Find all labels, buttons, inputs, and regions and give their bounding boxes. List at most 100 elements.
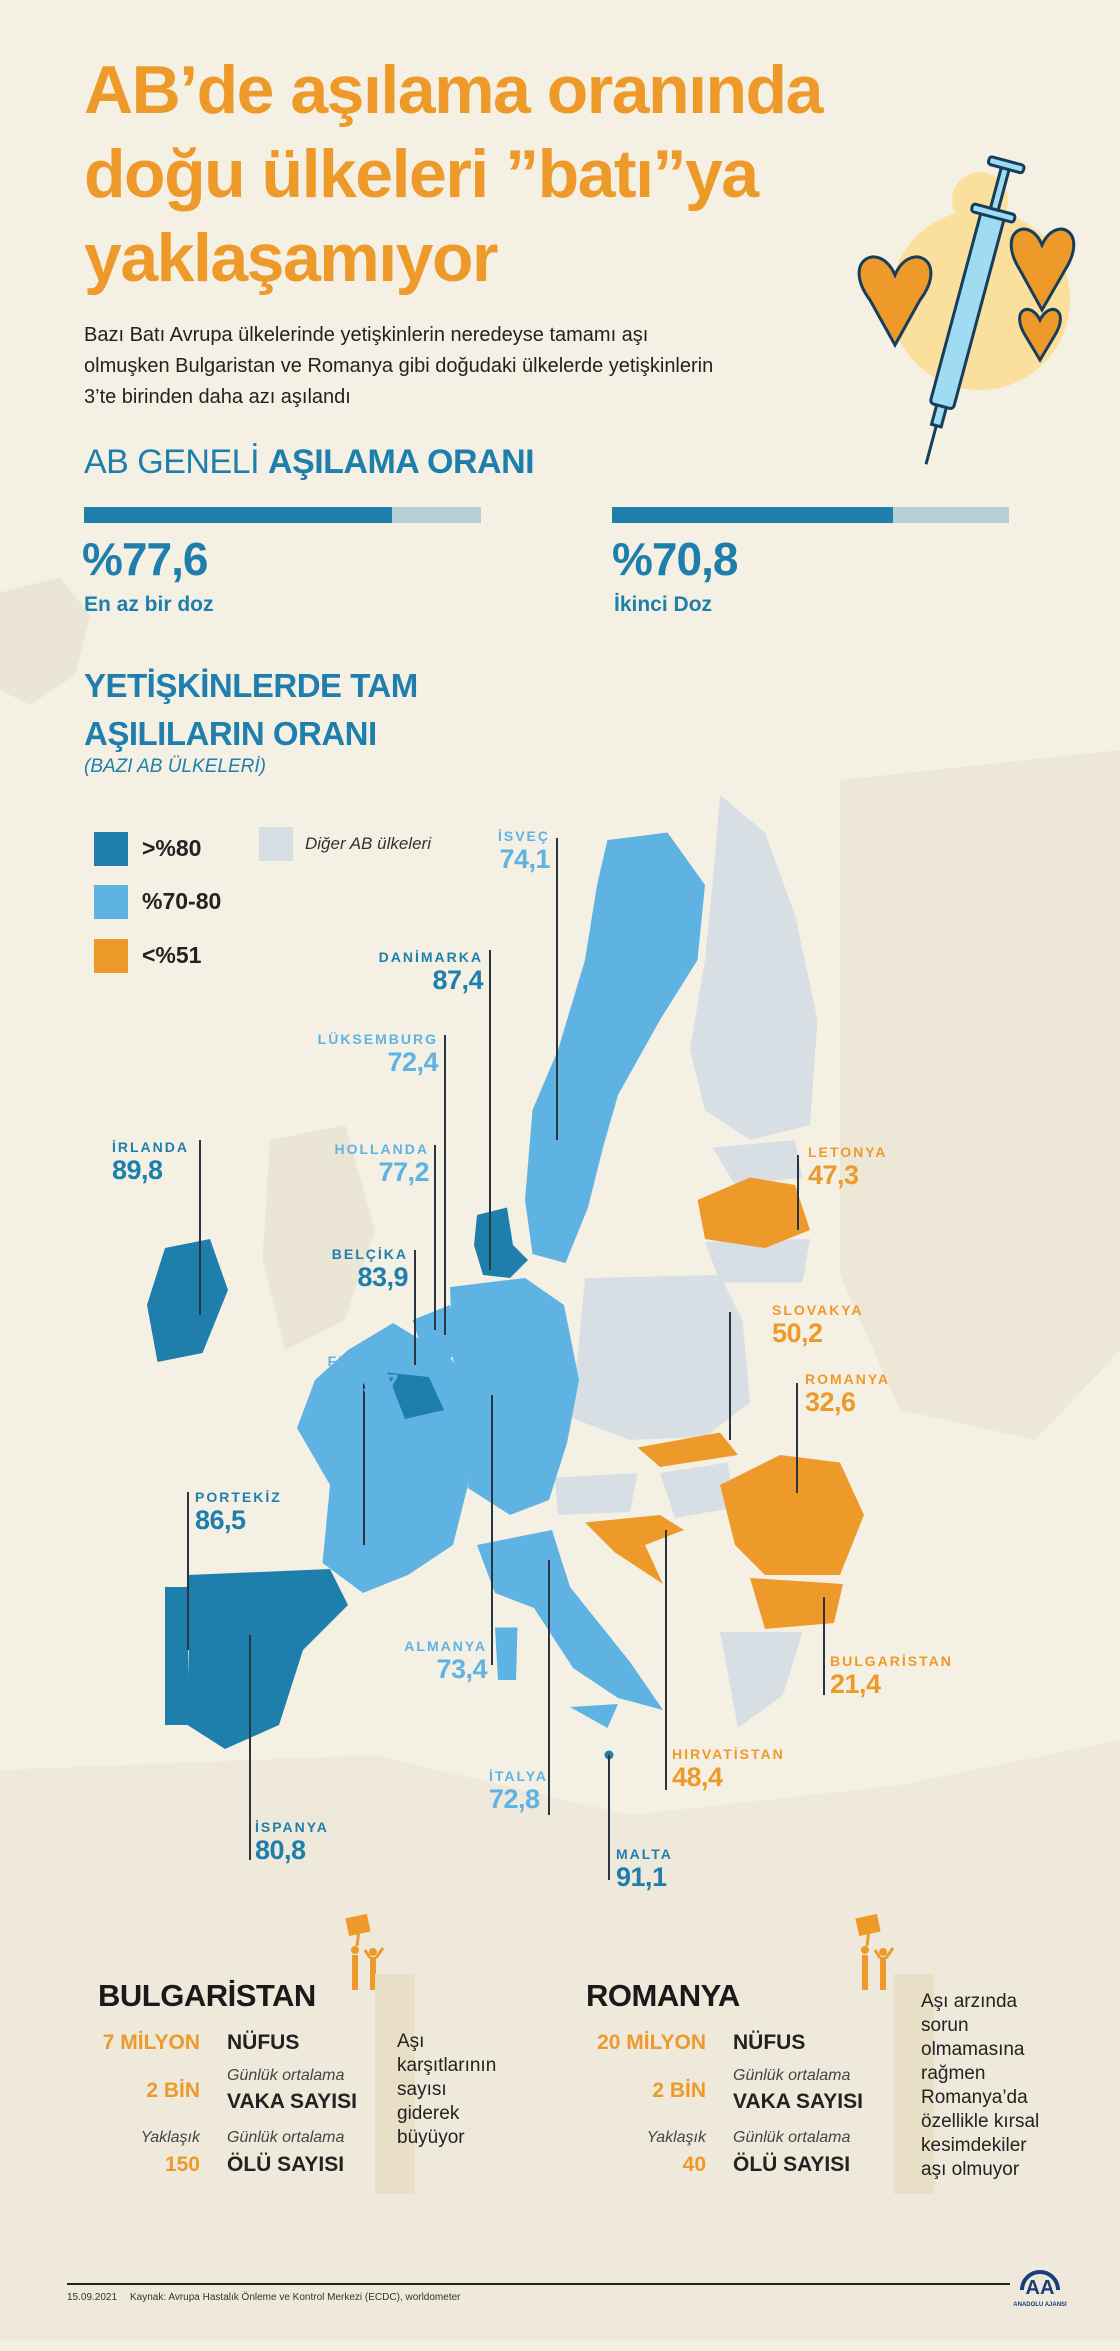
germany-shape (450, 1278, 579, 1515)
legend-label: Diğer AB ülkeleri (305, 834, 431, 853)
country-name: PORTEKİZ (195, 1489, 282, 1505)
cases-note: Günlük ortalama (733, 2067, 851, 2084)
country-value: 80,8 (255, 1835, 306, 1865)
eu-rate-heading: AB GENELİ AŞILAMA ORANI (84, 443, 535, 482)
country-value: 73,4 (436, 1654, 487, 1684)
croatia-shape (585, 1515, 684, 1584)
description-line: Bazı Batı Avrupa ülkelerinde yetişkinler… (84, 324, 649, 346)
heading-light: AB GENELİ (84, 443, 260, 481)
panel-title-romanya: ROMANYA (586, 1978, 740, 2013)
country-name: İSVEÇ (497, 828, 550, 844)
note-bar (375, 1974, 415, 2194)
population-value: 7 MİLYON (102, 2031, 200, 2054)
note-line: kesimdekiler (921, 2135, 1027, 2156)
country-name: BELÇİKA (331, 1246, 408, 1262)
protest-people-icon (345, 1913, 385, 1990)
country-name: DANİMARKA (378, 949, 483, 965)
spain-shape (187, 1569, 348, 1749)
map-title-line: YETİŞKİNLERDE TAM (84, 667, 418, 704)
country-value: 77,2 (378, 1157, 429, 1187)
romania-note: Aşı arzında sorun olmamasına rağmen Roma… (921, 1990, 1039, 2182)
title-line: yaklaşamıyor (84, 220, 498, 296)
country-name: SLOVAKYA (772, 1302, 864, 1318)
italy-shape (477, 1530, 663, 1710)
country-value: 72,8 (489, 1784, 540, 1814)
panel-title-bulgaristan: BULGARİSTAN (98, 1978, 316, 2013)
deaths-prefix: Yaklaşık (140, 2129, 200, 2146)
note-line: rağmen (921, 2063, 986, 2084)
country-name: FRANSA (327, 1353, 398, 1369)
country-value: 72,4 (387, 1047, 438, 1077)
sweden-shape (525, 832, 705, 1263)
anadolu-ajansi-logo: AA ANADOLU AJANSI (1013, 2270, 1067, 2308)
legend-label: >%80 (142, 835, 202, 861)
latvia-shape (697, 1177, 810, 1248)
deaths-note: Günlük ortalama (227, 2129, 345, 2146)
deaths-label: ÖLÜ SAYISI (733, 2153, 851, 2176)
note-line: olmamasına (921, 2039, 1025, 2060)
description-line: 3’te birinden daha azı aşılandı (84, 386, 351, 408)
country-name: MALTA (616, 1846, 673, 1862)
country-name: HOLLANDA (334, 1141, 429, 1157)
country-name: İSPANYA (255, 1819, 329, 1835)
note-line: giderek (397, 2103, 460, 2124)
estonia-shape (712, 1140, 803, 1185)
deaths-label: ÖLÜ SAYISI (227, 2153, 345, 2176)
land-background (0, 1740, 1120, 2340)
portugal-shape (165, 1587, 189, 1725)
footer-source: Kaynak: Avrupa Hastalık Önleme ve Kontro… (130, 2292, 461, 2303)
romania-shape (720, 1455, 864, 1575)
note-line: karşıtlarının (397, 2055, 497, 2076)
note-line: Aşı (397, 2031, 425, 2052)
map-title-line: AŞILILARIN ORANI (84, 715, 377, 752)
note-line: aşı olmuyor (921, 2159, 1020, 2180)
second-dose-value: %70,8 (612, 533, 738, 585)
country-value: 74,1 (499, 844, 550, 874)
note-line: Aşı arzında (921, 1991, 1018, 2012)
population-label: NÜFUS (733, 2031, 806, 2054)
syringe-hearts-icon (857, 155, 1076, 465)
cases-value: 2 BİN (146, 2079, 200, 2102)
country-value: 21,4 (830, 1669, 881, 1699)
cases-label: VAKA SAYISI (733, 2090, 863, 2113)
country-name: İTALYA (489, 1768, 548, 1784)
land-background (840, 750, 1120, 1440)
country-name: LETONYA (808, 1144, 888, 1160)
map-subtitle: (BAZI AB ÜLKELERİ) (84, 756, 266, 777)
legend-swatch-dark-blue (94, 832, 128, 866)
svg-text:AA: AA (1026, 2277, 1055, 2299)
note-line: sorun (921, 2015, 969, 2036)
first-dose-progress-bar (84, 507, 481, 523)
note-line: büyüyor (397, 2127, 465, 2148)
first-dose-label: En az bir doz (84, 593, 214, 616)
description-line: olmuşken Bulgaristan ve Romanya gibi doğ… (84, 355, 714, 377)
cases-note: Günlük ortalama (227, 2067, 345, 2084)
country-name: HIRVATİSTAN (672, 1746, 785, 1762)
label-almanya: ALMANYA 73,4 (404, 1639, 487, 1683)
deaths-prefix: Yaklaşık (646, 2129, 706, 2146)
label-fransa: FRANSA 79,7 (327, 1353, 399, 1399)
second-dose-progress-bar (612, 507, 1009, 523)
austria-shape (555, 1473, 638, 1515)
note-line: özellikle kırsal (921, 2111, 1040, 2132)
title-line: AB’de aşılama oranında (84, 52, 823, 128)
poland-czech-shape (570, 1275, 750, 1440)
label-irlanda: İRLANDA 89,8 (112, 1140, 189, 1184)
country-name: BULGARİSTAN (830, 1653, 953, 1669)
leader-lines (187, 838, 825, 1880)
country-value: 48,4 (672, 1762, 723, 1792)
population-value: 20 MİLYON (597, 2031, 706, 2054)
country-value: 50,2 (772, 1318, 823, 1348)
page-title: AB’de aşılama oranında doğu ülkeleri ”ba… (84, 48, 823, 300)
title-line: doğu ülkeleri ”batı”ya (84, 136, 759, 212)
country-value: 87,4 (432, 965, 483, 995)
sardinia-shape (495, 1627, 518, 1680)
country-name: ALMANYA (404, 1638, 487, 1654)
label-hirvatistan: HIRVATİSTAN 48,4 (672, 1747, 785, 1791)
first-dose-value: %77,6 (82, 533, 208, 585)
second-dose-label: İkinci Doz (614, 593, 713, 616)
note-bar (894, 1974, 934, 2194)
sicily-shape (570, 1704, 618, 1728)
country-value: 79,7 (347, 1369, 398, 1399)
label-bulgaristan: BULGARİSTAN 21,4 (830, 1654, 953, 1698)
